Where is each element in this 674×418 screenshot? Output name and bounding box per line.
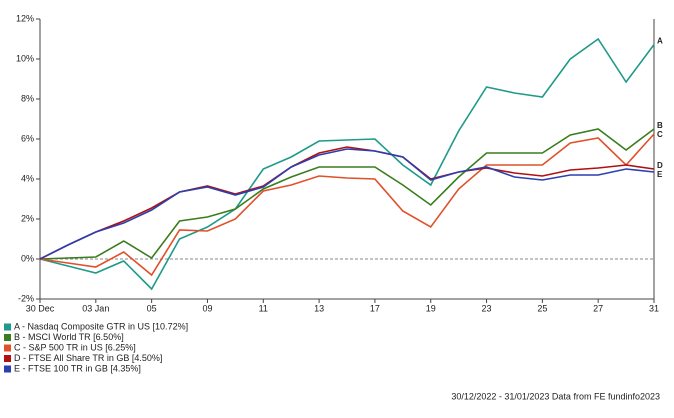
- y-tick-label: -2%: [18, 293, 34, 303]
- series-line: [39, 37, 655, 291]
- legend-swatch: [4, 334, 11, 341]
- x-tick-label: 03 Jan: [82, 303, 109, 313]
- end-label: C: [657, 130, 663, 139]
- legend-label: E - FTSE 100 TR in GB [4.35%]: [14, 363, 141, 373]
- x-tick-label: 13: [314, 303, 324, 313]
- footer: 30/12/2022 - 31/01/2023 Data from FE fun…: [451, 391, 660, 401]
- x-tick-label: 31: [649, 303, 659, 313]
- y-tick-label: 6%: [21, 133, 34, 143]
- series-line: [39, 146, 655, 260]
- y-tick-label: 12%: [16, 13, 34, 23]
- y-tick-label: 10%: [16, 53, 34, 63]
- x-tick-label: 17: [370, 303, 380, 313]
- legend-label: B - MSCI World TR [6.50%]: [14, 332, 124, 342]
- x-tick-label: 05: [147, 303, 157, 313]
- x-tick-label: 30 Dec: [26, 303, 55, 313]
- x-tick-label: 25: [537, 303, 547, 313]
- x-tick-label: 11: [259, 303, 268, 313]
- y-tick-label: 0%: [21, 253, 34, 263]
- y-tick-label: 2%: [21, 213, 34, 223]
- legend-label: D - FTSE All Share TR in GB [4.50%]: [14, 353, 162, 363]
- x-tick-label: 23: [482, 303, 492, 313]
- series-line: [39, 128, 655, 260]
- x-tick-label: 19: [426, 303, 436, 313]
- series-line: [39, 148, 655, 260]
- x-tick-label: 09: [202, 303, 212, 313]
- legend-swatch: [4, 323, 11, 331]
- end-label: B: [657, 121, 663, 130]
- end-label: D: [657, 161, 663, 170]
- y-tick-label: 4%: [21, 173, 34, 183]
- legend-swatch: [4, 365, 11, 373]
- y-tick-label: 8%: [21, 93, 34, 103]
- end-label: E: [657, 170, 663, 179]
- series-line: [39, 133, 655, 277]
- legend-swatch: [4, 344, 11, 352]
- end-label: A: [657, 37, 663, 46]
- x-tick-label: 27: [593, 303, 603, 313]
- legend-swatch: [4, 355, 11, 362]
- legend-label: C - S&P 500 TR in US [6.25%]: [14, 342, 136, 352]
- legend-label: A - Nasdaq Composite GTR in US [10.72%]: [14, 321, 188, 331]
